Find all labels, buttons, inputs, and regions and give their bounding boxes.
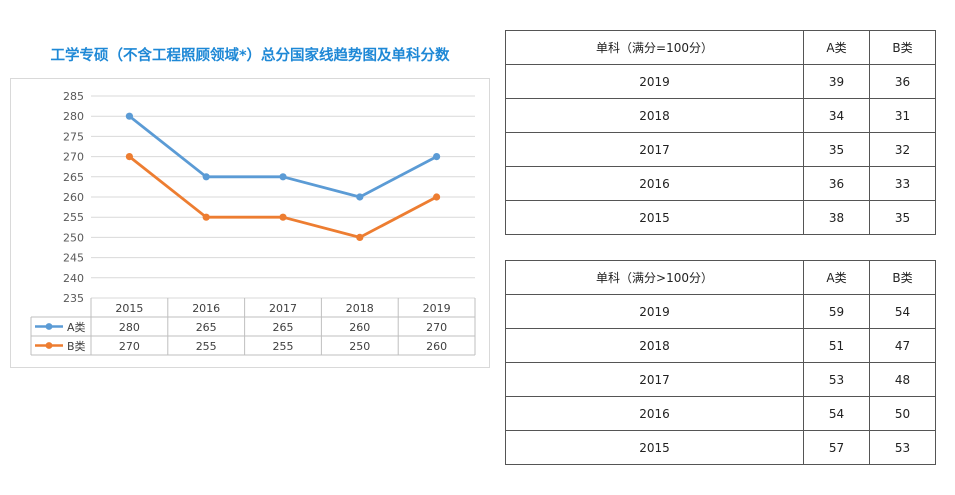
data-point: [125, 112, 133, 120]
data-table-value: 250: [349, 340, 370, 353]
data-table-value: 260: [349, 321, 370, 334]
a-cell: 36: [803, 166, 870, 201]
a-cell: 39: [803, 64, 870, 99]
year-cell: 2018: [505, 328, 804, 363]
legend-label: A类: [67, 320, 86, 334]
header-b: B类: [869, 30, 936, 65]
year-cell: 2017: [505, 362, 804, 397]
table-row: 2019 39 36: [505, 64, 936, 99]
y-tick-label: 255: [63, 211, 84, 224]
data-table-value: 255: [273, 340, 294, 353]
score-table-over-100: 单科（满分>100分） A类 B类 2019 59 54 2018 51 47 2017…: [505, 260, 936, 465]
y-tick-label: 240: [63, 272, 84, 285]
year-cell: 2016: [505, 166, 804, 201]
a-cell: 59: [803, 294, 870, 329]
data-point: [356, 233, 364, 241]
b-cell: 48: [869, 362, 936, 397]
x-tick-label: 2018: [346, 302, 374, 315]
a-cell: 35: [803, 132, 870, 167]
table-row: 2017 35 32: [505, 132, 936, 167]
header-a: A类: [803, 30, 870, 65]
data-table-value: 260: [426, 340, 447, 353]
a-cell: 57: [803, 430, 870, 465]
header-b: B类: [869, 260, 936, 295]
x-tick-label: 2016: [192, 302, 220, 315]
year-cell: 2017: [505, 132, 804, 167]
data-point: [433, 193, 441, 201]
y-tick-label: 275: [63, 130, 84, 143]
year-cell: 2019: [505, 294, 804, 329]
b-cell: 35: [869, 200, 936, 235]
b-cell: 53: [869, 430, 936, 465]
y-tick-label: 285: [63, 90, 84, 103]
legend-label: B类: [67, 339, 86, 353]
legend-marker: [45, 342, 53, 349]
legend-marker: [45, 323, 53, 330]
chart-svg: 285 280 275 270 265 260 255 250 245 240 235 2015 201…: [30, 90, 476, 356]
table-row: 2019 59 54: [505, 294, 936, 329]
table-header-row: 单科（满分=100分） A类 B类: [505, 30, 936, 65]
year-cell: 2016: [505, 396, 804, 431]
y-tick-label: 280: [63, 110, 84, 123]
b-cell: 32: [869, 132, 936, 167]
y-tick-label: 265: [63, 171, 84, 184]
data-table-value: 265: [273, 321, 294, 334]
data-table-value: 270: [426, 321, 447, 334]
y-tick-label: 245: [63, 252, 84, 265]
year-cell: 2015: [505, 430, 804, 465]
table-row: 2016 54 50: [505, 396, 936, 431]
score-table-100: 单科（满分=100分） A类 B类 2019 39 36 2018 34 31 2017…: [505, 30, 936, 235]
table-row: 2018 34 31: [505, 98, 936, 133]
year-cell: 2015: [505, 200, 804, 235]
data-point: [433, 153, 441, 161]
header-subject: 单科（满分>100分）: [505, 260, 804, 295]
y-tick-label: 235: [63, 292, 84, 305]
y-tick-label: 270: [63, 151, 84, 164]
x-tick-label: 2015: [115, 302, 143, 315]
a-cell: 54: [803, 396, 870, 431]
data-point: [356, 193, 364, 201]
data-table-value: 270: [119, 340, 140, 353]
b-cell: 36: [869, 64, 936, 99]
header-a: A类: [803, 260, 870, 295]
data-table-value: 280: [119, 321, 140, 334]
header-subject: 单科（满分=100分）: [505, 30, 804, 65]
table-row: 2017 53 48: [505, 362, 936, 397]
b-cell: 50: [869, 396, 936, 431]
table-row: 2018 51 47: [505, 328, 936, 363]
a-cell: 38: [803, 200, 870, 235]
table-row: 2015 57 53: [505, 430, 936, 465]
table-row: 2016 36 33: [505, 166, 936, 201]
year-cell: 2019: [505, 64, 804, 99]
year-cell: 2018: [505, 98, 804, 133]
data-point: [202, 173, 210, 181]
x-tick-label: 2017: [269, 302, 297, 315]
a-cell: 34: [803, 98, 870, 133]
a-cell: 51: [803, 328, 870, 363]
data-point: [279, 173, 287, 181]
line-chart: 285 280 275 270 265 260 255 250 245 240 235 2015 201…: [10, 78, 490, 368]
x-tick-label: 2019: [423, 302, 451, 315]
data-table-value: 255: [196, 340, 217, 353]
data-point: [202, 213, 210, 221]
b-cell: 54: [869, 294, 936, 329]
chart-title: 工学专硕（不含工程照顾领域*）总分国家线趋势图及单科分数: [50, 48, 450, 64]
table-row: 2015 38 35: [505, 200, 936, 235]
y-tick-label: 260: [63, 191, 84, 204]
b-cell: 31: [869, 98, 936, 133]
b-cell: 33: [869, 166, 936, 201]
data-point: [125, 153, 133, 161]
a-cell: 53: [803, 362, 870, 397]
b-cell: 47: [869, 328, 936, 363]
table-header-row: 单科（满分>100分） A类 B类: [505, 260, 936, 295]
data-table-value: 265: [196, 321, 217, 334]
y-tick-label: 250: [63, 231, 84, 244]
data-point: [279, 213, 287, 221]
